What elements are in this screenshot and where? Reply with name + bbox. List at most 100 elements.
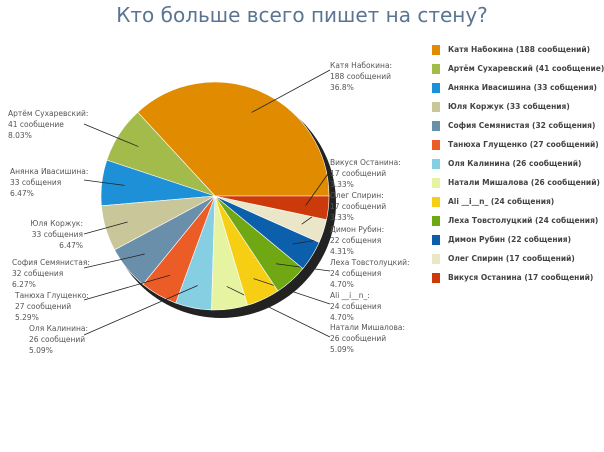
slice-label-value: 26 сообщений xyxy=(330,334,387,343)
slice-label: Анянка Ивасишина: 33 собщения 6.47% xyxy=(10,166,88,199)
slice-label: Димон Рубин: 22 собщения 4.31% xyxy=(330,224,384,257)
slice-label: Танюха Глущенко: 27 сообщений 5.29% xyxy=(15,290,89,323)
slice-label-percent: 6.27% xyxy=(12,280,36,289)
legend-swatch xyxy=(432,215,440,226)
leader-line xyxy=(251,69,331,113)
legend-item: Димон Рубин (22 собщения) xyxy=(432,230,604,249)
slice-label-name: Ali __i__n_: xyxy=(330,291,370,300)
legend-swatch xyxy=(432,63,440,74)
legend-label: Натали Мишалова (26 сообщений) xyxy=(448,178,600,187)
chart-title: Кто больше всего пишет на стену? xyxy=(116,3,488,27)
legend-label: Оля Калинина (26 сообщений) xyxy=(448,159,582,168)
legend-item: Катя Набокина (188 сообщений) xyxy=(432,40,604,59)
legend-swatch xyxy=(432,177,440,188)
legend-label: Ali __i__n_ (24 собщения) xyxy=(448,197,555,206)
slice-label: Викуся Останина: 17 сообщений 3.33% xyxy=(330,157,401,190)
slice-label-value: 26 сообщений xyxy=(29,335,86,344)
legend-swatch xyxy=(432,196,440,207)
legend-swatch xyxy=(432,101,440,112)
legend-label: Викуся Останина (17 сообщений) xyxy=(448,273,594,282)
leader-line xyxy=(253,278,331,305)
legend-item: Олег Спирин (17 сообщений) xyxy=(432,249,604,268)
slice-label-name: Артём Сухаревский: xyxy=(8,109,89,118)
leader-line xyxy=(226,286,331,338)
slice-label-name: Леха Товстолуцкий: xyxy=(330,258,410,267)
legend-label: Анянка Ивасишина (33 собщения) xyxy=(448,83,597,92)
pie-slice xyxy=(137,81,330,197)
legend-label: Артём Сухаревский (41 сообщение) xyxy=(448,64,604,73)
slice-label-percent: 5.29% xyxy=(15,313,39,322)
slice-label-name: Димон Рубин: xyxy=(330,225,385,234)
slice-label: Артём Сухаревский: 41 сообщение 8.03% xyxy=(8,108,88,141)
pie-slice xyxy=(214,195,330,221)
slice-label-percent: 8.03% xyxy=(8,131,32,140)
legend-swatch xyxy=(432,253,440,264)
slice-label-percent: 3.33% xyxy=(330,213,354,222)
legend-label: Леха Товстолуцкий (24 собщения) xyxy=(448,216,599,225)
slice-label: Натали Мишалова: 26 сообщений 5.09% xyxy=(330,322,405,355)
legend: Катя Набокина (188 сообщений) Артём Сухар… xyxy=(432,40,604,287)
leader-line xyxy=(83,274,170,301)
legend-item: Натали Мишалова (26 сообщений) xyxy=(432,173,604,192)
leader-line xyxy=(83,123,139,147)
slice-label-value: 17 сообщений xyxy=(330,169,387,178)
legend-item: Танюха Глущенко (27 сообщений) xyxy=(432,135,604,154)
slice-label-percent: 4.70% xyxy=(330,280,354,289)
slice-label-name: София Семянистая: xyxy=(12,258,90,267)
legend-swatch xyxy=(432,158,440,169)
slice-label: Леха Товстолуцкий: 24 собщения 4.70% xyxy=(330,257,410,290)
slice-label-name: Викуся Останина: xyxy=(330,158,401,167)
legend-swatch xyxy=(432,44,440,55)
legend-swatch xyxy=(432,82,440,93)
slice-label-value: 24 собщения xyxy=(330,269,382,278)
slice-label: Катя Набокина: 188 сообщений 36.8% xyxy=(330,60,392,93)
slice-label: Ali __i__n_: 24 собщения 4.70% xyxy=(330,290,381,323)
legend-item: София Семянистая (32 собщения) xyxy=(432,116,604,135)
slice-label-value: 188 сообщений xyxy=(330,72,391,81)
legend-swatch xyxy=(432,120,440,131)
slice-label-percent: 6.47% xyxy=(10,189,34,198)
legend-label: София Семянистая (32 собщения) xyxy=(448,121,596,130)
leader-line xyxy=(83,179,125,186)
leader-line xyxy=(292,237,331,245)
legend-item: Викуся Останина (17 сообщений) xyxy=(432,268,604,287)
slice-label-name: Юля Коржук: xyxy=(30,219,83,228)
slice-label-name: Анянка Ивасишина: xyxy=(10,167,89,176)
legend-item: Анянка Ивасишина (33 собщения) xyxy=(432,78,604,97)
slice-label-percent: 5.09% xyxy=(330,345,354,354)
slice-label-percent: 4.31% xyxy=(330,247,354,256)
legend-swatch xyxy=(432,139,440,150)
leader-line xyxy=(83,221,128,235)
slice-label: Олег Спирин: 17 сообщений 3.33% xyxy=(330,190,386,223)
slice-label-value: 33 собщения xyxy=(10,178,62,187)
legend-label: Катя Набокина (188 сообщений) xyxy=(448,45,591,54)
slice-label-value: 33 собщения xyxy=(31,230,83,239)
legend-label: Юля Коржук (33 собщения) xyxy=(448,102,570,111)
slice-label-percent: 6.47% xyxy=(59,241,83,250)
legend-label: Танюха Глущенко (27 сообщений) xyxy=(448,140,599,149)
slice-label-percent: 3.33% xyxy=(330,180,354,189)
legend-swatch xyxy=(432,272,440,283)
slice-label-name: Натали Мишалова: xyxy=(330,323,405,332)
slice-label-value: 22 собщения xyxy=(330,236,382,245)
slice-label-percent: 5.09% xyxy=(29,346,53,355)
slice-label-value: 27 сообщений xyxy=(15,302,72,311)
legend-label: Олег Спирин (17 сообщений) xyxy=(448,254,575,263)
slice-label-percent: 4.70% xyxy=(330,313,354,322)
legend-item: Оля Калинина (26 сообщений) xyxy=(432,154,604,173)
slice-label: София Семянистая: 32 собщения 6.27% xyxy=(12,257,90,290)
legend-label: Димон Рубин (22 собщения) xyxy=(448,235,572,244)
slice-label-value: 41 сообщение xyxy=(8,120,64,129)
legend-item: Юля Коржук (33 собщения) xyxy=(432,97,604,116)
slice-label-value: 24 собщения xyxy=(330,302,382,311)
slice-label-name: Катя Набокина: xyxy=(330,61,393,70)
slice-label-value: 17 сообщений xyxy=(330,202,387,211)
slice-label-name: Оля Калинина: xyxy=(29,324,88,333)
leader-line xyxy=(305,170,331,206)
legend-item: Артём Сухаревский (41 сообщение) xyxy=(432,59,604,78)
legend-item: Леха Товстолуцкий (24 собщения) xyxy=(432,211,604,230)
slice-label-name: Танюха Глущенко: xyxy=(15,291,89,300)
leader-line xyxy=(83,285,198,336)
